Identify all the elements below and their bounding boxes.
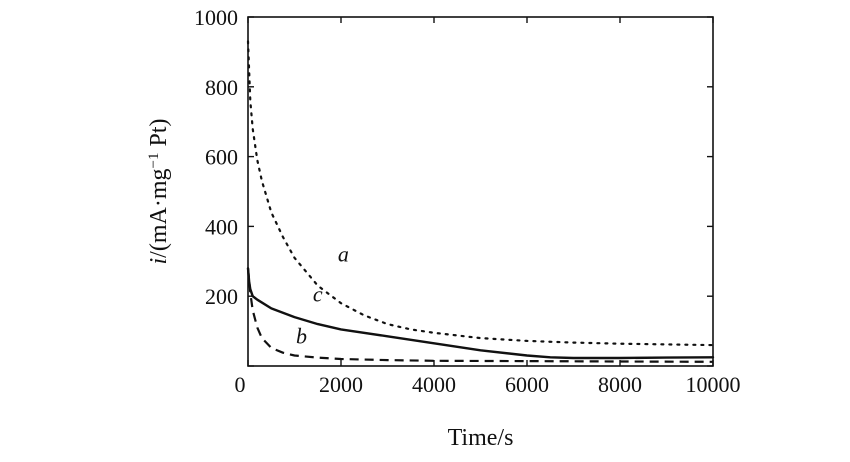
y-tick-label: 1000 — [194, 5, 238, 30]
series-layer — [246, 40, 715, 363]
series-line-a — [246, 40, 715, 347]
y-tick-label: 600 — [205, 145, 238, 170]
series-line-b — [246, 268, 714, 363]
axis-ticks — [247, 16, 714, 367]
series-labels: acb — [296, 241, 349, 348]
x-tick-label: 6000 — [505, 372, 549, 397]
y-axis-title-exponent: −1 — [146, 153, 162, 169]
series-label-b: b — [296, 323, 307, 348]
x-tick-label: 8000 — [598, 372, 642, 397]
series-label-a: a — [338, 241, 349, 266]
series-line-c — [246, 267, 715, 360]
tick-labels: 0 2000 4000 6000 8000 10000 200 400 600 800 1000 — [194, 5, 741, 397]
y-tick-label: 800 — [205, 75, 238, 100]
x-axis-title: Time/s — [448, 425, 514, 451]
y-axis-title-unit: /(mA·mg — [146, 168, 172, 257]
x-tick-label: 4000 — [412, 372, 456, 397]
y-tick-label: 400 — [205, 214, 238, 239]
series-label-c: c — [313, 281, 323, 306]
y-axis-title-symbol: i — [146, 258, 172, 265]
y-tick-label: 200 — [205, 284, 238, 309]
x-tick-label: 10000 — [686, 372, 741, 397]
x-tick-label: 2000 — [319, 372, 363, 397]
plot-frame — [247, 16, 714, 367]
x-tick-label: 0 — [235, 372, 246, 397]
y-axis-title: i/(mA·mg−1 Pt) — [146, 119, 172, 265]
y-axis-title-suffix: Pt) — [146, 119, 172, 153]
